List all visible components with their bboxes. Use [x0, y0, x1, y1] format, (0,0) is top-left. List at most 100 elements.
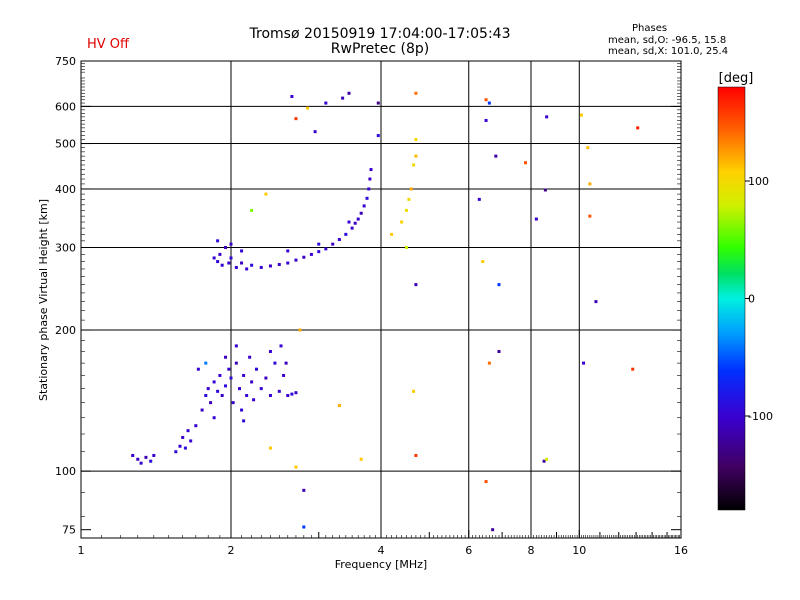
- data-point: [317, 250, 321, 254]
- data-point: [369, 168, 373, 172]
- x-axis-ticks: 1 2 4 6 8 10 16: [78, 530, 688, 557]
- data-point: [477, 197, 481, 201]
- data-point: [181, 435, 185, 439]
- colorbar-tick-label: 0: [748, 293, 755, 306]
- colorbar-ticks: 100 0 -100: [745, 175, 773, 423]
- data-point: [268, 394, 272, 398]
- phases-x-stats: mean, sd,X: 101.0, 25.4: [608, 46, 729, 57]
- data-point: [347, 91, 351, 95]
- data-point: [582, 361, 586, 365]
- data-point: [588, 182, 592, 186]
- data-point: [594, 300, 598, 304]
- x-axis-label: Frequency [MHz]: [335, 558, 427, 571]
- data-point: [344, 232, 348, 236]
- data-point: [484, 118, 488, 122]
- data-point: [356, 217, 360, 221]
- data-point: [481, 260, 485, 264]
- data-point: [290, 392, 294, 396]
- data-point: [227, 261, 231, 265]
- data-point: [367, 187, 371, 191]
- data-point: [579, 113, 583, 117]
- data-point: [186, 429, 190, 433]
- data-point: [331, 242, 335, 246]
- data-point: [131, 453, 135, 457]
- data-point: [404, 208, 408, 212]
- data-point: [209, 401, 213, 405]
- data-point: [543, 188, 547, 192]
- data-point: [324, 101, 328, 105]
- data-point: [277, 389, 281, 393]
- data-point: [359, 211, 363, 215]
- data-point: [254, 367, 258, 371]
- data-point: [353, 221, 357, 225]
- data-point: [218, 252, 222, 256]
- data-point: [216, 389, 220, 393]
- data-point: [400, 220, 404, 224]
- data-point: [414, 154, 418, 158]
- data-point: [298, 328, 302, 332]
- data-point: [136, 457, 140, 461]
- hv-status: HV Off: [87, 37, 129, 52]
- data-point: [306, 106, 310, 110]
- data-point: [341, 96, 345, 100]
- data-point: [212, 416, 216, 420]
- data-point: [227, 367, 231, 371]
- grid-lines: [81, 61, 681, 538]
- data-point: [194, 424, 198, 428]
- data-point: [524, 161, 528, 165]
- data-point: [294, 465, 298, 469]
- data-point: [234, 344, 238, 348]
- data-point: [250, 380, 254, 384]
- data-point: [229, 242, 233, 246]
- data-point: [242, 373, 246, 377]
- data-point: [250, 208, 254, 212]
- data-point: [586, 146, 590, 150]
- data-point: [204, 361, 208, 365]
- data-point: [268, 264, 272, 268]
- data-point: [545, 115, 549, 119]
- data-point: [302, 255, 306, 259]
- data-point: [286, 261, 290, 265]
- data-point: [404, 246, 408, 250]
- data-point: [234, 265, 238, 269]
- y-tick-label: 400: [55, 183, 76, 196]
- data-point: [412, 389, 416, 393]
- data-point: [313, 130, 317, 134]
- data-point: [365, 196, 369, 200]
- y-tick-label: 100: [55, 465, 76, 478]
- x-tick-label: 10: [572, 544, 586, 557]
- data-point: [491, 528, 495, 532]
- x-tick-label: 1: [78, 544, 85, 557]
- data-point: [414, 283, 418, 287]
- data-point: [302, 488, 306, 492]
- x-tick-label: 8: [528, 544, 535, 557]
- data-point: [200, 408, 204, 412]
- data-point: [414, 91, 418, 95]
- y-tick-label: 200: [55, 324, 76, 337]
- data-point: [183, 446, 187, 450]
- data-point: [309, 252, 313, 256]
- data-point: [224, 384, 228, 388]
- data-point: [376, 134, 380, 138]
- data-point: [250, 263, 254, 267]
- data-point: [212, 256, 216, 260]
- data-point: [284, 361, 288, 365]
- data-point: [242, 419, 246, 423]
- data-point: [545, 457, 549, 461]
- data-point: [407, 197, 411, 201]
- data-point: [409, 187, 413, 191]
- chart-subtitle: RwPretec (8p): [330, 41, 430, 57]
- data-point: [290, 94, 294, 98]
- data-point: [189, 439, 193, 443]
- data-point: [347, 220, 351, 224]
- data-point: [139, 461, 143, 465]
- phases-title: Phases: [632, 23, 668, 34]
- data-point: [487, 101, 491, 105]
- data-point: [294, 117, 298, 121]
- data-point: [279, 344, 283, 348]
- data-point: [245, 267, 249, 271]
- x-tick-label: 6: [465, 544, 472, 557]
- data-point: [484, 480, 488, 484]
- x-tick-label: 2: [228, 544, 235, 557]
- phases-o-stats: mean, sd,O: -96.5, 15.8: [608, 35, 727, 46]
